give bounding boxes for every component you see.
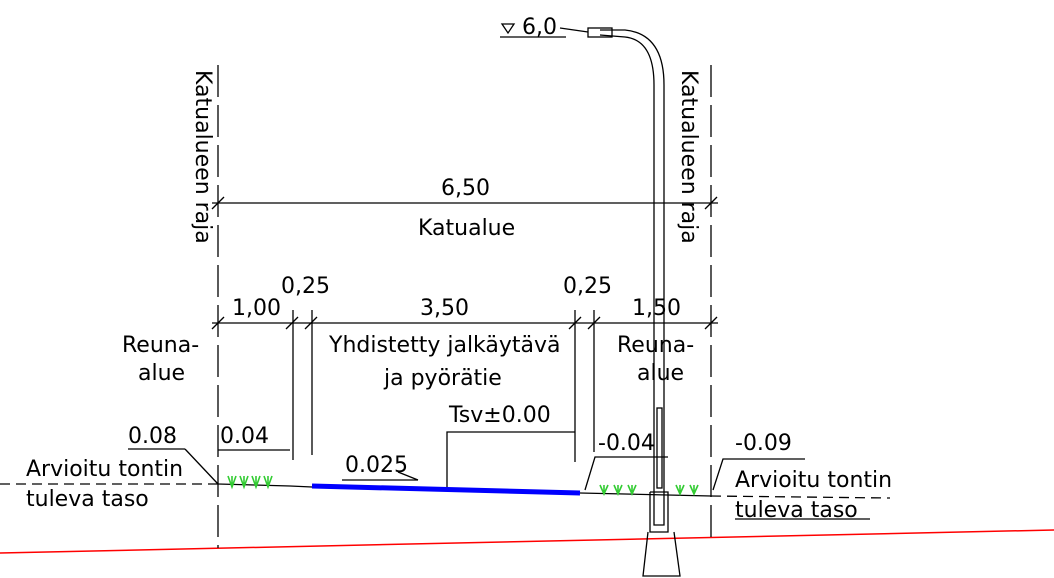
total-width-label: 6,50: [441, 176, 490, 201]
street-area-label: Katualue: [418, 216, 515, 241]
left-edge-surface: [217, 483, 313, 488]
plot-level-left-leader: [184, 448, 219, 485]
level-triangle-icon: [500, 23, 516, 35]
edge-area-left-line1: Reuna-: [122, 333, 199, 358]
level-right-outer-label: -0.09: [735, 431, 792, 456]
dim-gap-right-label: 0,25: [563, 274, 612, 299]
dimension-tick: [304, 316, 318, 330]
level-left-inner-label: 0.04: [220, 424, 269, 449]
plot-level-left-line2: tuleva taso: [26, 487, 149, 512]
ground-line: [0, 529, 1054, 554]
dimension-tick: [211, 196, 225, 210]
grass-left: [227, 475, 273, 490]
dimension-tick: [285, 316, 299, 330]
tsv-leader: [446, 431, 575, 488]
plot-level-left-line1: Arvioitu tontin: [26, 457, 183, 482]
grass-right: [599, 484, 699, 496]
edge-area-left-line2: alue: [138, 361, 185, 386]
dimension-tick: [211, 316, 225, 330]
edge-area-right-line2: alue: [637, 361, 684, 386]
edge-area-right-line1: Reuna-: [617, 333, 694, 358]
dim-edge-left-label: 1,00: [232, 296, 281, 321]
plot-level-right-line1: Arvioitu tontin: [735, 468, 892, 493]
dimension-tick: [704, 196, 718, 210]
path-surface: [311, 483, 581, 496]
level-left-outer-label: 0.08: [128, 424, 177, 449]
dim-gap-left-label: 0,25: [281, 274, 330, 299]
pole-height-label: 6,0: [522, 15, 557, 40]
boundary-label-right: Katualueen raja: [676, 70, 701, 244]
tsv-level-label: Tsv±0.00: [448, 403, 551, 428]
slope-label: 0.025: [345, 453, 408, 478]
level-right-inner-leader: [584, 456, 668, 491]
dim-path-label: 3,50: [420, 296, 469, 321]
plot-level-right-dashed: [710, 495, 891, 499]
dim-edge-right-label: 1,50: [632, 296, 681, 321]
light-pole: [559, 27, 681, 577]
path-name-line2: ja pyörätie: [383, 366, 502, 391]
level-right-inner-label: -0.04: [598, 431, 655, 456]
level-right-outer-leader: [712, 458, 805, 491]
path-name-line1: Yhdistetty jalkäytävä: [328, 333, 561, 358]
right-edge-surface: [579, 492, 712, 497]
slope-arrow-head: [397, 471, 419, 481]
boundary-label-left: Katualueen raja: [190, 70, 215, 244]
dimension-tick: [704, 316, 718, 330]
